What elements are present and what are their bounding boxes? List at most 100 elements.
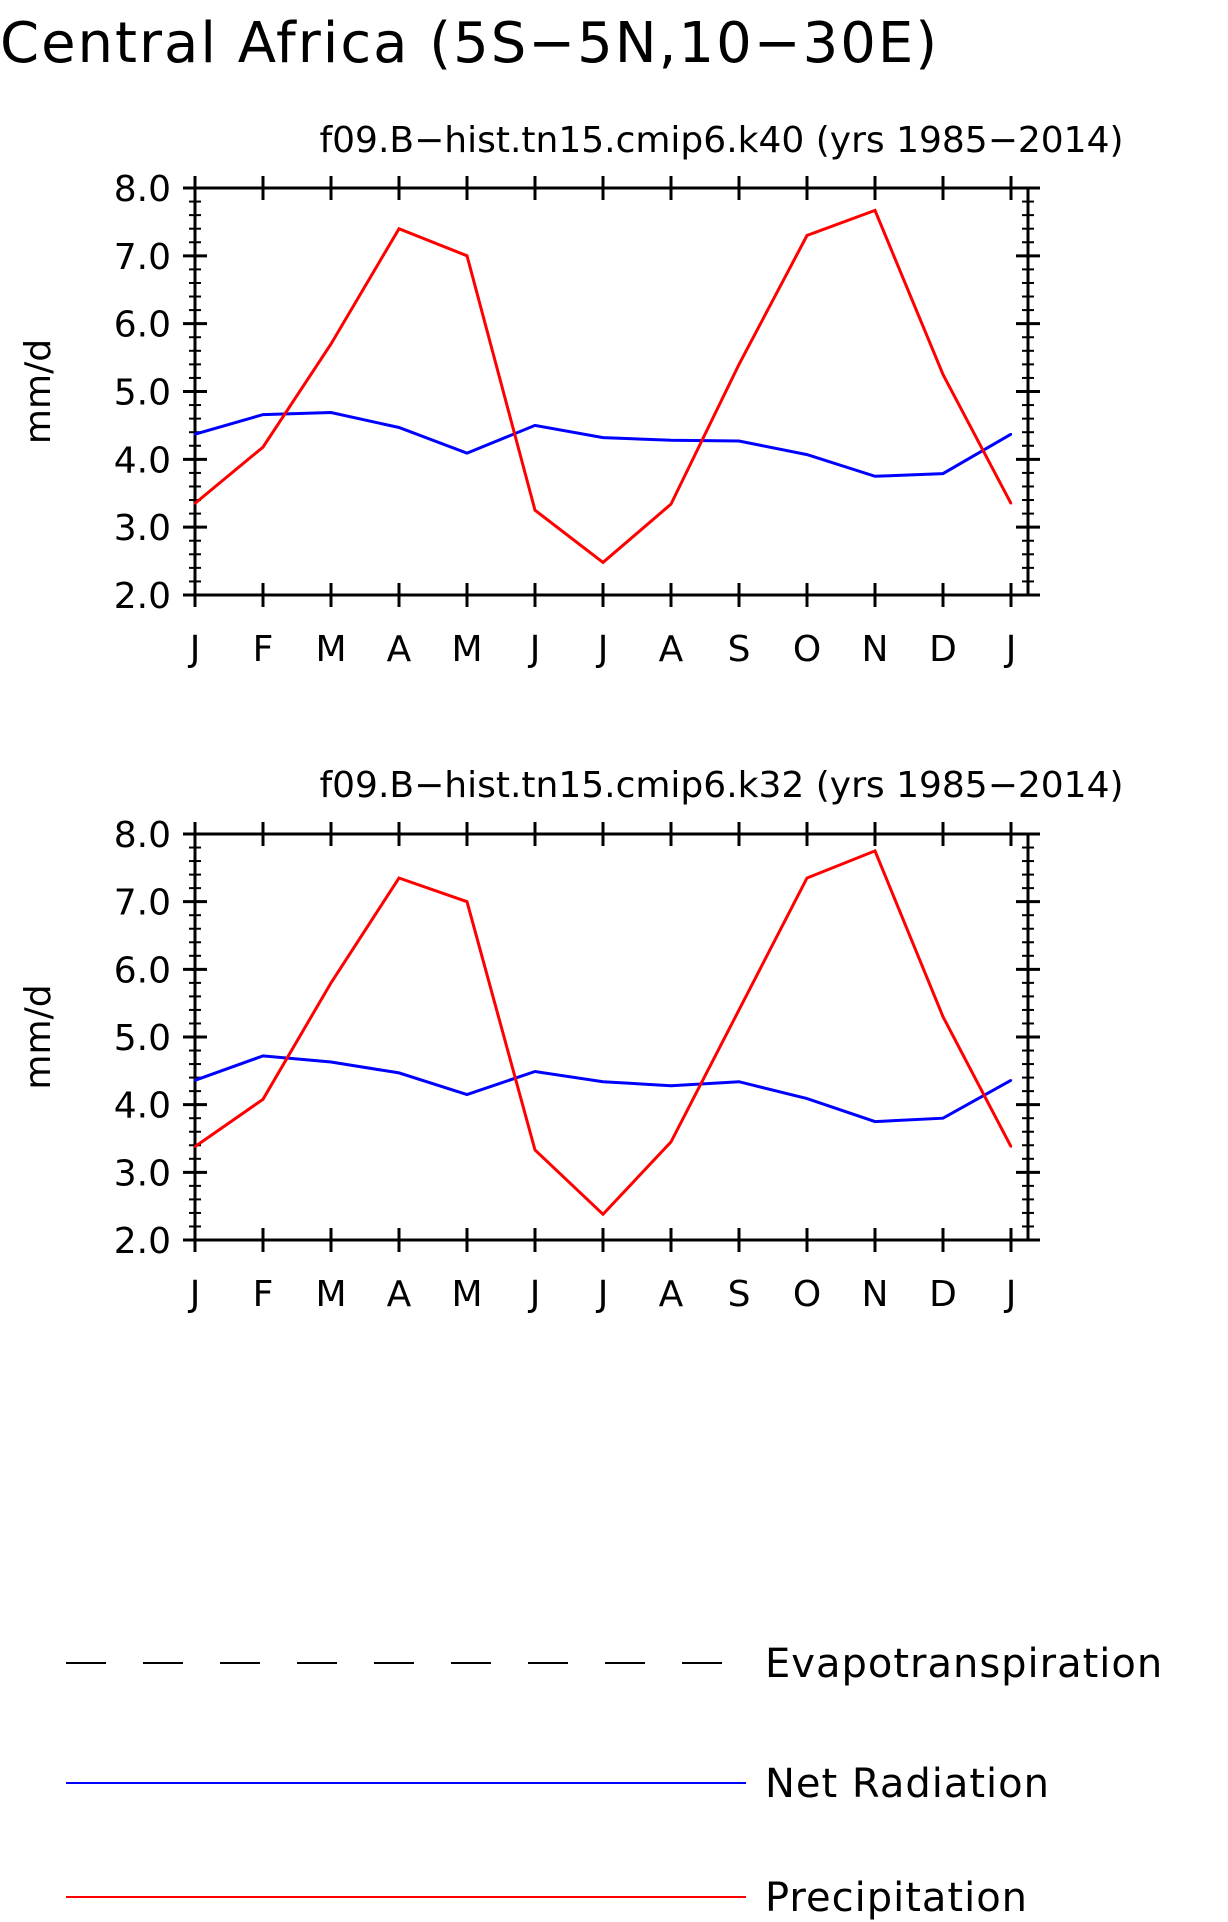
x-tick-label: A — [659, 1274, 684, 1315]
legend: Evapotranspiration Net Radiation Precipita… — [66, 1641, 1163, 1921]
x-tick-label: M — [451, 629, 482, 670]
plot-2: f09.B−hist.tn15.cmip6.k32 (yrs 1985−2014… — [18, 765, 1124, 1315]
data-point-net-radiation — [737, 439, 741, 443]
x-tick-label: S — [728, 1274, 751, 1315]
x-tick-label: S — [728, 629, 751, 670]
data-point-net-radiation — [397, 1071, 401, 1075]
x-tick-label: O — [793, 1274, 821, 1315]
data-point-net-radiation — [533, 424, 537, 427]
x-tick-label: N — [862, 1274, 889, 1315]
x-tick-label: A — [387, 629, 412, 670]
y-tick-label: 5.0 — [114, 1018, 171, 1059]
data-point-precipitation — [873, 209, 877, 212]
data-point-precipitation — [737, 1008, 741, 1012]
y-tick-label: 2.0 — [114, 1221, 171, 1262]
x-tick-label: M — [315, 629, 346, 670]
data-point-net-radiation — [601, 1080, 605, 1083]
data-point-net-radiation — [329, 411, 333, 414]
data-point-net-radiation — [669, 439, 673, 442]
data-point-precipitation — [397, 876, 401, 880]
legend-label-evapotranspiration: Evapotranspiration — [765, 1641, 1163, 1687]
plot-title: f09.B−hist.tn15.cmip6.k40 (yrs 1985−2014… — [319, 120, 1123, 161]
series-line-precipitation — [194, 848, 1013, 1217]
y-tick-label: 3.0 — [114, 508, 171, 549]
x-tick-label: N — [862, 629, 889, 670]
data-point-precipitation — [1009, 502, 1013, 505]
data-point-precipitation — [601, 561, 605, 564]
data-point-net-radiation — [873, 1120, 877, 1123]
x-tick-label: J — [1004, 629, 1017, 670]
y-tick-label: 4.0 — [114, 1086, 171, 1127]
data-point-net-radiation — [601, 436, 605, 439]
data-point-net-radiation — [941, 1117, 945, 1120]
data-point-precipitation — [873, 849, 877, 853]
series-line-precipitation — [194, 208, 1013, 565]
data-point-precipitation — [805, 234, 809, 237]
legend-label-net-radiation: Net Radiation — [765, 1761, 1050, 1807]
y-tick-label: 3.0 — [114, 1153, 171, 1194]
data-point-precipitation — [465, 900, 469, 903]
y-tick-label: 8.0 — [114, 815, 171, 856]
main-title: Central Africa (5S−5N,10−30E) — [0, 11, 939, 76]
data-point-precipitation — [465, 254, 469, 257]
data-point-net-radiation — [1009, 1079, 1013, 1082]
data-point-net-radiation — [397, 426, 401, 429]
data-point-net-radiation — [669, 1084, 673, 1087]
y-tick-label: 5.0 — [114, 373, 171, 414]
y-axis-label: mm/d — [18, 984, 59, 1089]
data-point-precipitation — [805, 876, 809, 880]
x-tick-label: J — [596, 1274, 609, 1315]
data-point-precipitation — [601, 1213, 605, 1216]
data-point-net-radiation — [261, 1054, 265, 1058]
data-point-precipitation — [193, 1145, 197, 1148]
data-point-precipitation — [669, 1140, 673, 1144]
x-tick-label: D — [929, 629, 957, 670]
x-tick-label: J — [528, 1274, 541, 1315]
data-point-precipitation — [261, 1098, 265, 1101]
x-tick-label: J — [188, 629, 201, 670]
data-point-net-radiation — [465, 452, 469, 455]
data-point-net-radiation — [465, 1093, 469, 1096]
data-point-net-radiation — [737, 1080, 741, 1083]
data-point-precipitation — [533, 1148, 537, 1152]
y-tick-label: 6.0 — [114, 950, 171, 991]
data-point-net-radiation — [805, 1097, 809, 1100]
data-point-precipitation — [329, 342, 333, 346]
data-point-precipitation — [397, 227, 401, 230]
series-line-net-radiation — [194, 1054, 1012, 1124]
x-tick-label: A — [387, 1274, 412, 1315]
x-tick-label: J — [1004, 1274, 1017, 1315]
y-tick-label: 4.0 — [114, 440, 171, 481]
data-point-precipitation — [261, 445, 265, 449]
plot-frame — [193, 186, 1030, 597]
y-axis-label: mm/d — [18, 339, 59, 444]
y-tick-label: 7.0 — [114, 883, 171, 924]
plot-frame — [193, 832, 1030, 1242]
data-point-precipitation — [193, 502, 197, 505]
data-point-net-radiation — [329, 1060, 333, 1064]
y-tick-label: 6.0 — [114, 305, 171, 346]
data-point-net-radiation — [805, 453, 809, 456]
data-point-precipitation — [533, 509, 537, 512]
data-point-net-radiation — [193, 1079, 197, 1082]
data-point-precipitation — [941, 1015, 945, 1018]
data-point-net-radiation — [533, 1070, 537, 1073]
data-point-precipitation — [329, 981, 333, 985]
data-point-net-radiation — [873, 475, 877, 478]
x-tick-label: O — [793, 629, 821, 670]
series-line-net-radiation — [194, 410, 1012, 478]
data-point-net-radiation — [941, 472, 945, 475]
data-point-net-radiation — [261, 413, 265, 416]
y-tick-label: 7.0 — [114, 237, 171, 278]
x-tick-label: D — [929, 1274, 957, 1315]
x-tick-label: F — [253, 629, 274, 670]
data-point-precipitation — [669, 502, 673, 506]
data-point-precipitation — [1009, 1145, 1013, 1148]
y-tick-label: 2.0 — [114, 576, 171, 617]
legend-label-precipitation: Precipitation — [765, 1875, 1028, 1921]
data-point-precipitation — [941, 373, 945, 376]
data-point-precipitation — [737, 363, 741, 366]
data-point-net-radiation — [1009, 433, 1013, 436]
x-tick-label: F — [253, 1274, 274, 1315]
